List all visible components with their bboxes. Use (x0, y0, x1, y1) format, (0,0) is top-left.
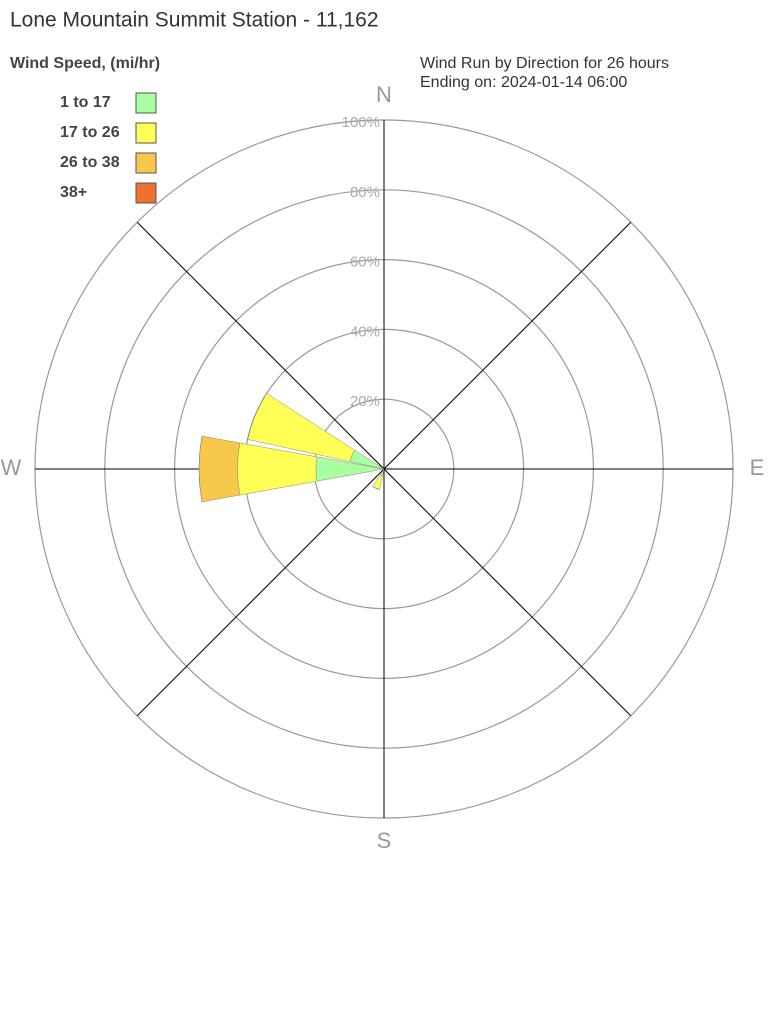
legend-swatch (135, 182, 157, 204)
legend-label: 26 to 38 (60, 154, 120, 171)
wedge-segment (247, 393, 267, 440)
legend-swatch (135, 92, 157, 114)
wedge-segment (198, 436, 203, 502)
ring-label: 20% (350, 393, 380, 410)
ring-label: 40% (350, 323, 380, 340)
direction-label: S (377, 828, 392, 853)
legend-title: Wind Speed, (mi/hr) (10, 55, 160, 72)
ring-label: 100% (342, 114, 380, 131)
direction-label: W (1, 455, 22, 480)
direction-label: E (750, 455, 765, 480)
direction-label: N (376, 82, 392, 107)
legend-swatch (135, 122, 157, 144)
subtitle: Wind Run by Direction for 26 hours (420, 55, 669, 72)
ring-label: 60% (350, 254, 380, 271)
legend-label: 17 to 26 (60, 124, 120, 141)
ring-label: 80% (350, 184, 380, 201)
legend-swatch (135, 152, 157, 174)
chart-title: Lone Mountain Summit Station - 11,162 (10, 9, 379, 32)
subtitle: Ending on: 2024-01-14 06:00 (420, 74, 627, 91)
legend-label: 1 to 17 (60, 94, 111, 111)
legend-label: 38+ (60, 184, 87, 201)
wedge-segment (198, 435, 241, 503)
